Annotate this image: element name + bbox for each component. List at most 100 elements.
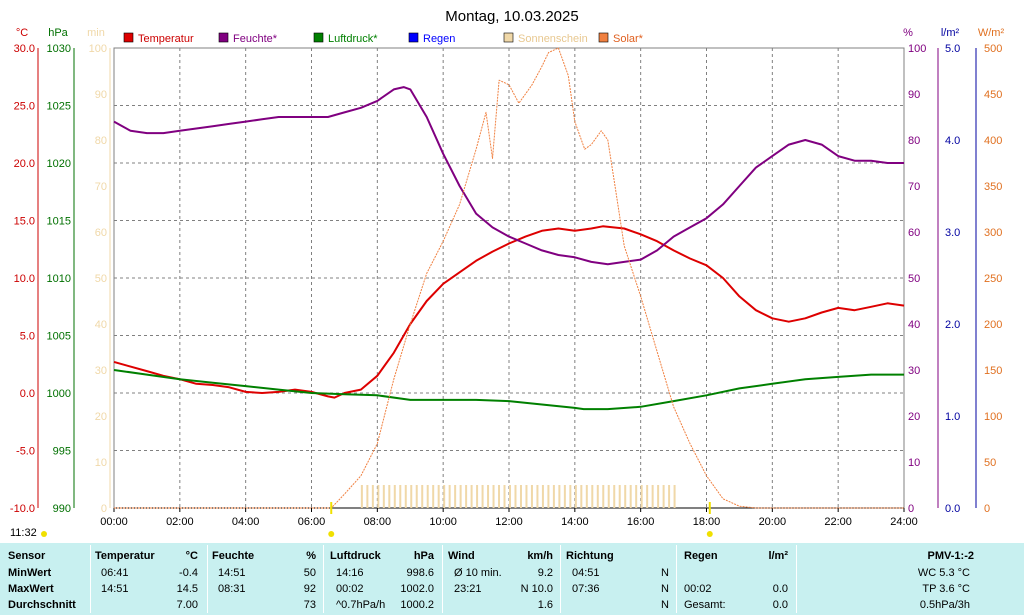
legend-label: Regen (423, 33, 455, 45)
sunshine-bar (536, 485, 539, 508)
x-tick-label: 22:00 (824, 516, 852, 528)
temp-tick-label: 0.0 (20, 388, 35, 400)
sunshine-bar (602, 485, 605, 508)
series-line-pressure (113, 369, 904, 411)
sun-tick-label: 40 (95, 319, 107, 331)
humidity-tick-label: 90 (908, 89, 920, 101)
sunshine-bar (668, 485, 671, 508)
rain-tick-label: 4.0 (945, 135, 960, 147)
solar-tick-label: 50 (984, 457, 996, 469)
humidity-tick-label: 70 (908, 181, 920, 193)
pressure-unit: hPa (48, 27, 68, 39)
pressure-tick-label: 1005 (47, 331, 71, 343)
time-dot-icon (41, 531, 47, 537)
solar-unit: W/m² (978, 27, 1005, 39)
x-tick-label: 08:00 (364, 516, 392, 528)
sun-tick-label: 60 (95, 227, 107, 239)
legend-label: Luftdruck* (328, 33, 378, 45)
sunshine-bar (448, 485, 451, 508)
sun-tick-label: 0 (101, 503, 107, 515)
sunshine-bar (443, 485, 446, 508)
table-cell-temp-value: -0.4 (179, 567, 198, 579)
humidity-tick-label: 60 (908, 227, 920, 239)
solar-tick-label: 0 (984, 503, 990, 515)
x-tick-label: 10:00 (429, 516, 457, 528)
sunshine-bar (415, 485, 418, 508)
table-cell-temp-time: 14:51 (101, 583, 129, 595)
x-tick-label: 12:00 (495, 516, 523, 528)
sunshine-bar (547, 485, 550, 508)
right-axes: 10090807060504030201005.04.03.02.01.00.0… (903, 27, 1004, 515)
sunshine-bar (613, 485, 616, 508)
legend-swatch (503, 32, 514, 43)
table-cell-pressure-value: 1002.0 (400, 583, 434, 595)
summary-table: Sensor Temperatur °C Feuchte% Luftdruck hPa Wi… (0, 543, 1024, 615)
table-cell-pmv: 0.5hPa/3h (919, 599, 970, 611)
rain-unit: l/m² (941, 27, 960, 39)
sunshine-bar (519, 485, 522, 508)
sunshine-bar (552, 485, 555, 508)
table-separator (796, 545, 797, 613)
sun-tick-label: 90 (95, 89, 107, 101)
sunshine-bar (541, 485, 544, 508)
sun-tick-label: 30 (95, 365, 107, 377)
table-cell-rain-value: 0.0 (772, 599, 788, 611)
sun-tick-label: 70 (95, 181, 107, 193)
table-header-pressure: Luftdruck (330, 550, 381, 562)
left-axes: 30.025.020.015.010.05.00.0-5.0-10.010301… (10, 27, 111, 515)
sunrise-dot-icon (328, 531, 335, 537)
sunshine-bar (498, 485, 501, 508)
pressure-tick-label: 1020 (47, 158, 71, 170)
legend-label: Temperatur (138, 33, 194, 45)
legend-label: Feuchte* (233, 33, 278, 45)
sunshine-bar (580, 485, 583, 508)
sunshine-bar (470, 485, 473, 508)
table-cell-wind-value: 1.6 (537, 599, 553, 611)
rain-tick-label: 0.0 (945, 503, 960, 515)
x-tick-label: 18:00 (693, 516, 721, 528)
table-header-wind-unit: km/h (527, 550, 553, 562)
x-tick-label: 20:00 (759, 516, 787, 528)
table-header-temp-unit: °C (185, 550, 198, 562)
sunset-dot-icon (706, 531, 713, 537)
x-tick-label: 02:00 (166, 516, 194, 528)
sunshine-bar (514, 485, 517, 508)
solar-tick-label: 450 (984, 89, 1002, 101)
temp-tick-label: 25.0 (14, 101, 35, 113)
sunshine-bar (404, 485, 407, 508)
legend: Temperatur Feuchte* Luftdruck* Regen Sonnens… (123, 32, 644, 45)
table-cell-humidity-time: 08:31 (218, 583, 246, 595)
table-header-pmv: PMV-1:-2 (927, 550, 974, 562)
sun-tick-label: 50 (95, 273, 107, 285)
solar-tick-label: 400 (984, 135, 1002, 147)
table-row-label: MinWert (8, 567, 52, 579)
sunshine-bar (410, 485, 413, 508)
rain-tick-label: 2.0 (945, 319, 960, 331)
temp-unit: °C (16, 27, 28, 39)
sunshine-bar (492, 485, 495, 508)
table-header-pressure-unit: hPa (413, 550, 434, 562)
sunshine-bar (596, 485, 599, 508)
table-cell-direction-time: 07:36 (572, 583, 600, 595)
table-header-rain-unit: l/m² (768, 550, 788, 562)
sunshine-bar (388, 485, 391, 508)
rain-tick-label: 3.0 (945, 227, 960, 239)
legend-swatch (598, 32, 609, 43)
sun-unit: min (87, 27, 105, 39)
table-header-humidity-unit: % (306, 550, 316, 562)
legend-swatch (218, 32, 229, 43)
sunshine-bar (465, 485, 468, 508)
temp-tick-label: 30.0 (14, 43, 35, 55)
table-cell-wind-value: N 10.0 (520, 583, 553, 595)
humidity-tick-label: 0 (908, 503, 914, 515)
sunshine-bar (421, 485, 424, 508)
sunshine-bar (525, 485, 528, 508)
legend-swatch (123, 32, 134, 43)
table-cell-temp-value: 7.00 (176, 599, 198, 611)
solar-tick-label: 300 (984, 227, 1002, 239)
series-line-humidity (113, 86, 904, 266)
pressure-tick-label: 1015 (47, 216, 71, 228)
sunshine-bar (574, 485, 577, 508)
x-tick-label: 04:00 (232, 516, 260, 528)
table-cell-wind-time: Ø 10 min. (454, 567, 502, 579)
